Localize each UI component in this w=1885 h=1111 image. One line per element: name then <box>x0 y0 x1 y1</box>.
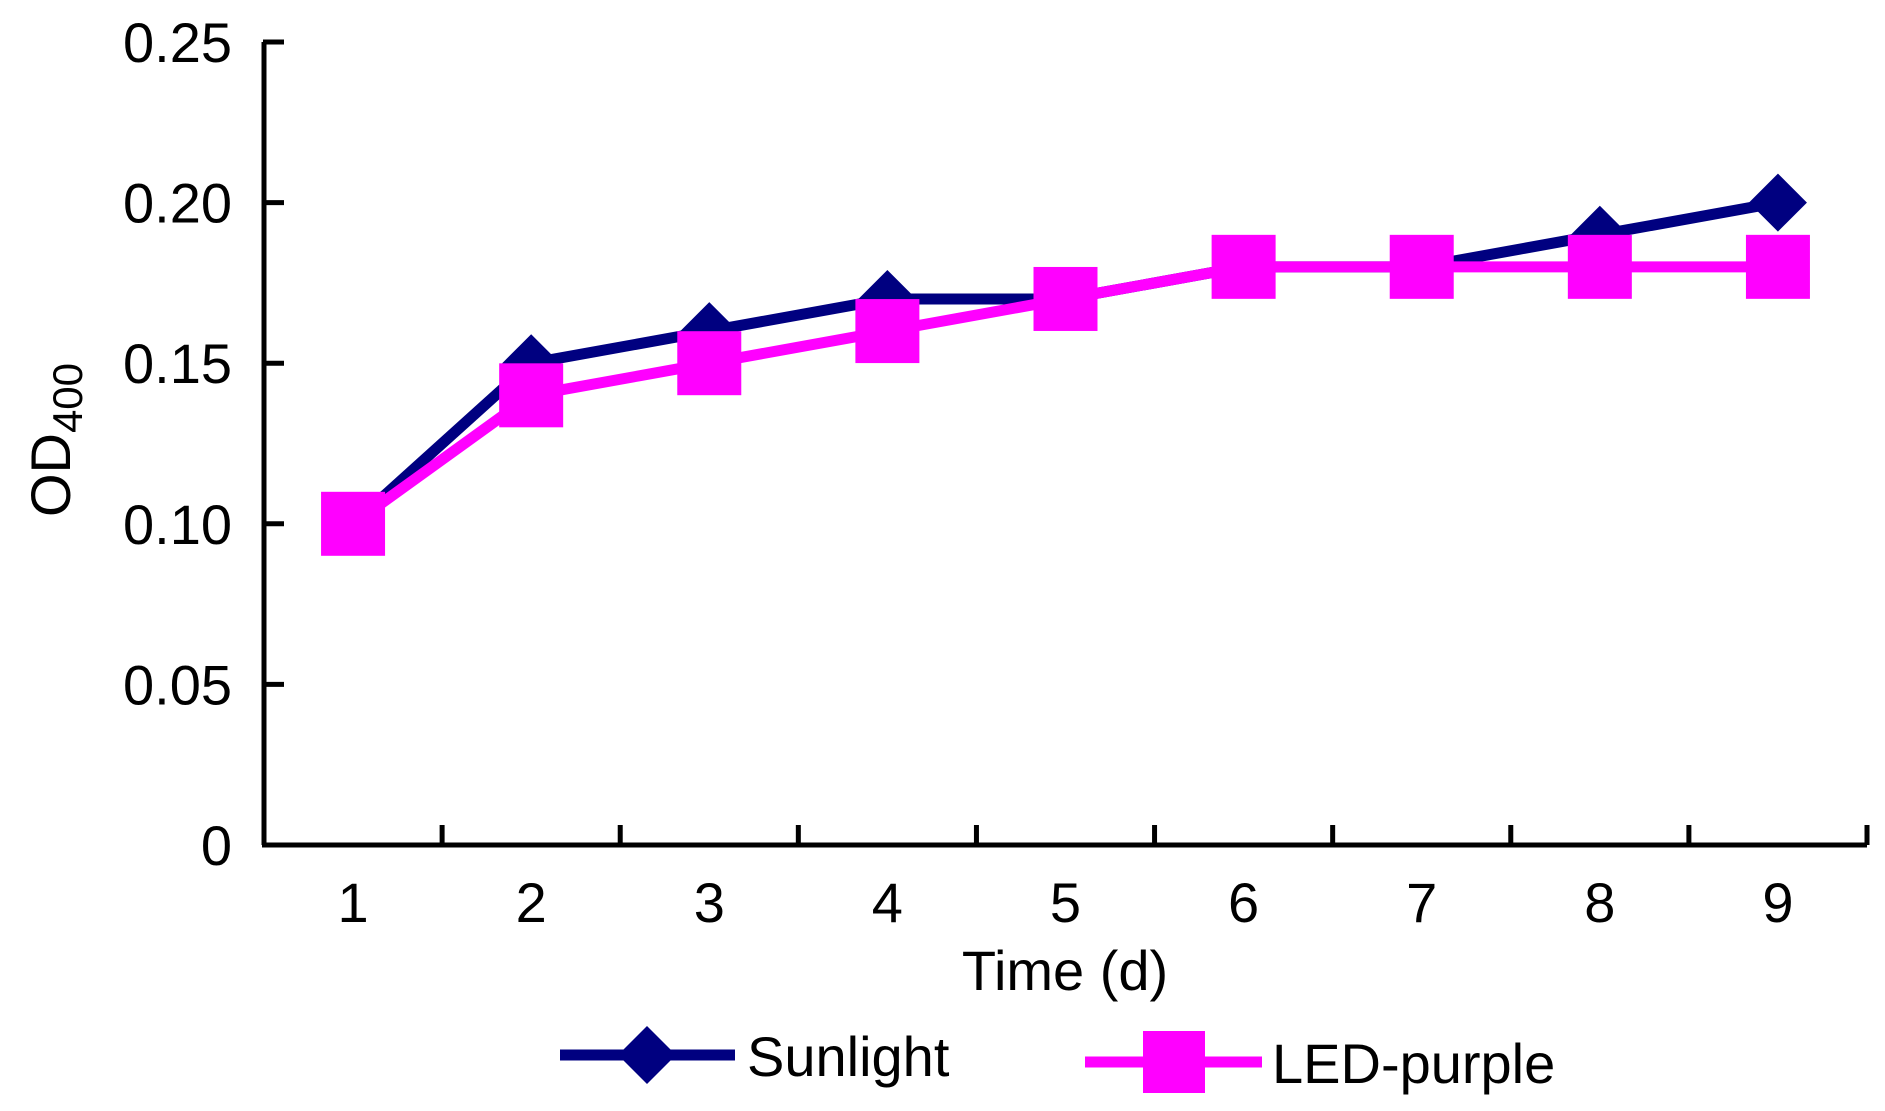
data-point <box>855 299 920 364</box>
x-tick-label: 7 <box>1406 871 1437 934</box>
data-point <box>1567 234 1632 299</box>
y-axis-title-main: OD <box>19 433 82 517</box>
data-point <box>1748 173 1807 232</box>
legend-marker-sunlight <box>618 1026 676 1084</box>
y-tick-label: 0.25 <box>123 11 232 74</box>
x-tick-label: 4 <box>872 871 903 934</box>
axes <box>261 42 1867 848</box>
data-point <box>677 331 742 396</box>
y-axis-title: OD400 <box>19 363 91 517</box>
y-ticks: 0 0.05 0.10 0.15 0.20 0.25 <box>123 11 284 877</box>
y-tick-label: 0.10 <box>123 493 232 556</box>
x-ticks: 1 2 3 4 5 6 7 8 9 <box>337 825 1870 934</box>
y-tick-label: 0.15 <box>123 332 232 395</box>
legend-label-led-purple: LED-purple <box>1272 1032 1555 1095</box>
legend-item-led-purple: LED-purple <box>1085 1031 1555 1095</box>
x-tick-label: 6 <box>1228 871 1259 934</box>
series-sunlight <box>324 173 1807 553</box>
data-point <box>1745 234 1810 299</box>
x-axis-title: Time (d) <box>962 939 1168 1002</box>
y-tick-label: 0.20 <box>123 172 232 235</box>
series-led-purple <box>321 234 1810 556</box>
series-layer <box>321 173 1810 556</box>
legend: Sunlight LED-purple <box>560 1025 1555 1095</box>
y-tick-label: 0.05 <box>123 653 232 716</box>
x-tick-label: 1 <box>337 871 368 934</box>
x-tick-label: 5 <box>1050 871 1081 934</box>
legend-label-sunlight: Sunlight <box>747 1025 950 1088</box>
series-line <box>349 197 1779 528</box>
x-tick-label: 8 <box>1584 871 1615 934</box>
x-tick-label: 3 <box>694 871 725 934</box>
data-point <box>1211 234 1276 299</box>
x-tick-label: 2 <box>516 871 547 934</box>
y-axis-title-subscript: 400 <box>44 363 91 433</box>
data-point <box>1033 266 1098 331</box>
data-point <box>1389 234 1454 299</box>
y-tick-label: 0 <box>201 814 232 877</box>
data-point <box>499 363 564 428</box>
x-tick-label: 9 <box>1762 871 1793 934</box>
legend-item-sunlight: Sunlight <box>560 1025 950 1088</box>
data-point <box>321 491 386 556</box>
legend-marker-led-purple <box>1143 1031 1205 1093</box>
